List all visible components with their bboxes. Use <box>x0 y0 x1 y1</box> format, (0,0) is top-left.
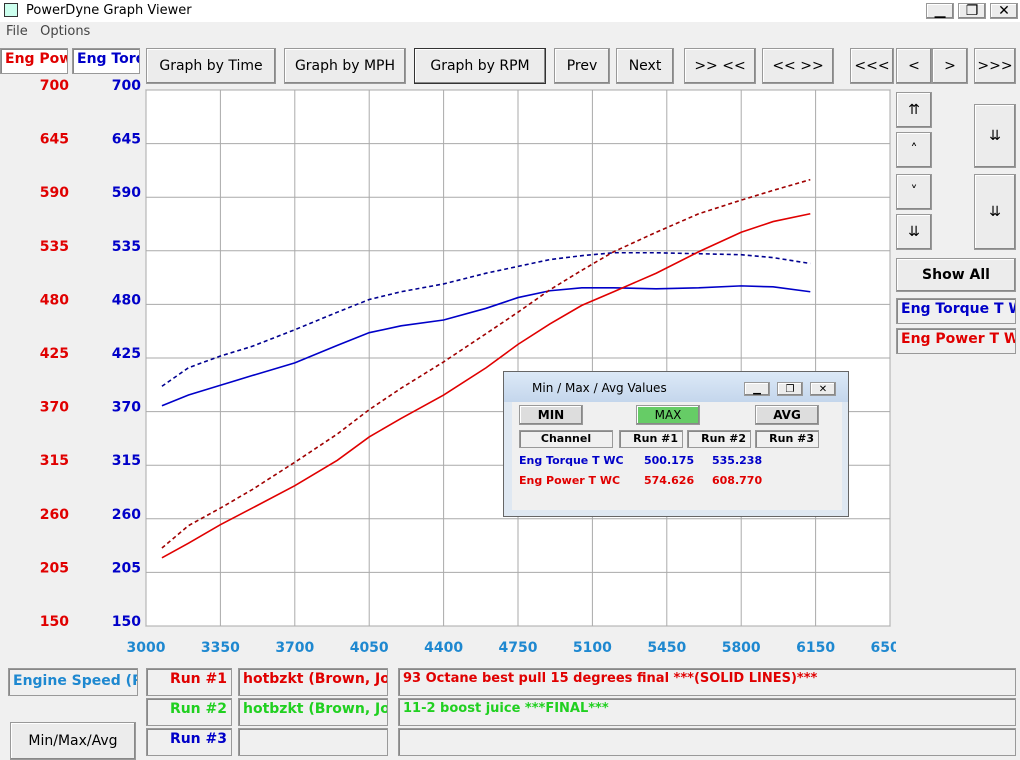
channel[interactable]: Eng Power T WC <box>896 328 1016 354</box>
cell: 574.626 <box>644 474 695 487</box>
y-tick-label: 425 <box>40 346 69 362</box>
header: Run #2 <box>687 430 751 448</box>
y2-tick-label: 590 <box>112 185 141 201</box>
y-tick-label: 700 <box>40 78 69 94</box>
x-tick-label: 6500 <box>871 640 896 656</box>
page-down[interactable]: ⇊ <box>974 174 1016 250</box>
maximize[interactable]: ❐ <box>777 382 803 396</box>
y-tick-label: 370 <box>40 400 69 416</box>
y2-tick-label: 260 <box>112 507 141 523</box>
maximize[interactable]: ❐ <box>958 3 986 19</box>
cell: 608.770 <box>712 474 763 487</box>
x-tick-label: 3700 <box>275 640 314 656</box>
y2-tick-label: 535 <box>112 239 141 255</box>
toolbar-button[interactable]: Graph by MPH <box>284 48 406 84</box>
y-tick-label: 535 <box>40 239 69 255</box>
y2-axis-title: Eng Torq <box>72 48 140 74</box>
y2-tick-label: 645 <box>112 132 141 148</box>
y-axis-title: Eng Powe <box>0 48 68 74</box>
y2-tick-label: 315 <box>112 453 141 469</box>
cell: 500.175 <box>644 454 695 467</box>
series-line <box>161 285 811 407</box>
y-tick-label: 260 <box>40 507 69 523</box>
y-tick-label: 480 <box>40 292 69 308</box>
window-title: PowerDyne Graph Viewer <box>26 3 192 18</box>
run-note: 93 Octane best pull 15 degrees final ***… <box>398 668 1016 696</box>
title-bar: PowerDyne Graph Viewer <box>0 0 1020 22</box>
run-note: 11-2 boost juice ***FINAL*** <box>398 698 1016 726</box>
run-driver: hotbzkt (Brown, Jon) <box>238 668 388 696</box>
toolbar-button[interactable]: >> << <box>684 48 756 84</box>
show-all[interactable]: Show All <box>896 258 1016 292</box>
max-button[interactable]: MAX <box>636 405 700 425</box>
avg-button[interactable]: AVG <box>755 405 819 425</box>
x-tick-label: 5100 <box>573 640 612 656</box>
y2-tick-label: 205 <box>112 560 141 576</box>
x-tick-label: 4400 <box>424 640 463 656</box>
run-driver <box>238 728 388 756</box>
x-tick-label: 4750 <box>499 640 538 656</box>
toolbar-button[interactable]: >>> <box>974 48 1016 84</box>
scroll-down[interactable]: ˅ <box>896 174 932 210</box>
run-note <box>398 728 1016 756</box>
menu-item[interactable]: File <box>6 24 28 39</box>
y-tick-label: 315 <box>40 453 69 469</box>
toolbar-button[interactable]: > <box>932 48 968 84</box>
series-line <box>161 251 811 387</box>
dialog: Min / Max / Avg Values ▁ ❐ ✕ MIN MAX AVG… <box>503 371 849 517</box>
run-label: Run #1 <box>146 668 232 696</box>
x-axis-title: Engine Speed (RI <box>8 668 138 696</box>
cell: Eng Power T WC <box>519 474 621 487</box>
toolbar-button[interactable]: <<< <box>850 48 894 84</box>
x-tick-label: 3350 <box>201 640 240 656</box>
header: Channel <box>519 430 613 448</box>
toolbar-button[interactable]: Prev <box>554 48 610 84</box>
series-line <box>161 212 811 559</box>
channel[interactable]: Eng Torque T WC <box>896 298 1016 324</box>
y-tick-label: 645 <box>40 132 69 148</box>
minimize[interactable]: ▁ <box>926 3 954 19</box>
x-tick-label: 3000 <box>127 640 166 656</box>
scroll-up[interactable]: ˄ <box>896 132 932 168</box>
min-button[interactable]: MIN <box>519 405 583 425</box>
min-max-avg-button[interactable]: Min/Max/Avg <box>10 722 136 760</box>
menu-bar: File Options <box>0 22 1020 42</box>
y-tick-label: 590 <box>40 185 69 201</box>
header: Run #1 <box>619 430 683 448</box>
run-label: Run #2 <box>146 698 232 726</box>
scroll-top[interactable]: ⇈ <box>896 92 932 128</box>
run-label: Run #3 <box>146 728 232 756</box>
close[interactable]: ✕ <box>990 3 1018 19</box>
toolbar-button[interactable]: << >> <box>762 48 834 84</box>
y-tick-label: 205 <box>40 560 69 576</box>
minimize[interactable]: ▁ <box>744 382 770 396</box>
y-tick-label: 150 <box>40 614 69 630</box>
x-tick-label: 5800 <box>722 640 761 656</box>
toolbar-button[interactable]: Graph by RPM <box>414 48 546 84</box>
y2-tick-label: 370 <box>112 400 141 416</box>
x-tick-label: 5450 <box>647 640 686 656</box>
toolbar-button[interactable]: Graph by Time <box>146 48 276 84</box>
toolbar-button[interactable]: < <box>896 48 932 84</box>
run-driver: hotbzkt (Brown, Jon) <box>238 698 388 726</box>
app-icon <box>4 3 18 17</box>
toolbar-button[interactable]: Next <box>616 48 674 84</box>
y2-tick-label: 480 <box>112 292 141 308</box>
x-tick-label: 4050 <box>350 640 389 656</box>
x-tick-label: 6150 <box>796 640 835 656</box>
close[interactable]: ✕ <box>810 382 836 396</box>
header: Run #3 <box>755 430 819 448</box>
chart: 3000 3350 3700 4050 4400 4750 5100 5450 5800 6150… <box>40 78 896 656</box>
y2-tick-label: 700 <box>112 78 141 94</box>
cell: Eng Torque T WC <box>519 454 624 467</box>
series-line <box>161 178 811 549</box>
y2-tick-label: 425 <box>112 346 141 362</box>
scroll-bottom[interactable]: ⇊ <box>896 214 932 250</box>
page-up[interactable]: ⇊ <box>974 104 1016 168</box>
menu-item[interactable]: Options <box>40 24 91 39</box>
cell: 535.238 <box>712 454 763 467</box>
y2-tick-label: 150 <box>112 614 141 630</box>
